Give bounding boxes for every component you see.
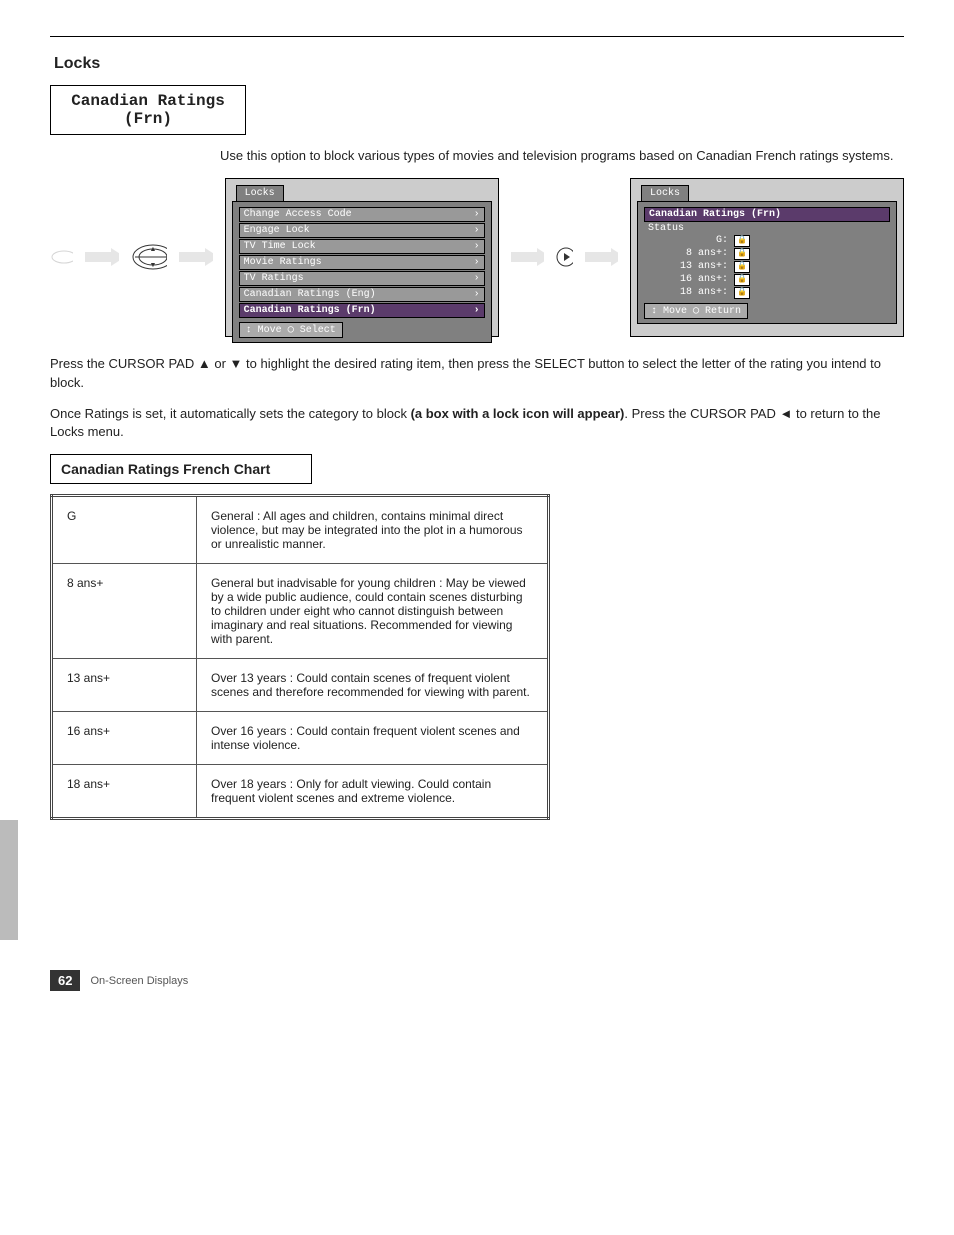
lock-icon: 🔒 (734, 261, 750, 273)
osd-footer-move: ↕ Move ◯ Select (239, 322, 343, 338)
table-cell: General : All ages and children, contain… (197, 496, 549, 564)
svg-text:▼: ▼ (149, 262, 156, 269)
table-cell: Over 13 years : Could contain scenes of … (197, 659, 549, 712)
osd-rating-row: 13 ans+:🔒 (644, 261, 890, 273)
arrow-right-icon (179, 248, 212, 266)
osd-footer: ↕ Move ◯ Select (233, 322, 491, 338)
osd-status-label: Status (644, 223, 890, 234)
footer-text: On-Screen Displays (90, 975, 188, 987)
osd-tab: Locks (641, 185, 689, 201)
osd-rating-row: 18 ans+:🔒 (644, 287, 890, 299)
instruction-2: Once Ratings is set, it automatically se… (50, 405, 904, 443)
intro-text: Use this option to block various types o… (220, 147, 904, 166)
cursor-pad-icon: ▲▼ (131, 242, 168, 272)
lock-icon: 🔒 (734, 287, 750, 299)
page-number: 62 (50, 970, 80, 991)
table-cell: 16 ans+ (52, 712, 197, 765)
osd-item: TV Time Lock› (239, 239, 485, 254)
table-row: 8 ans+General but inadvisable for young … (52, 564, 549, 659)
osd-item: Change Access Code› (239, 207, 485, 222)
page-rule (50, 36, 904, 37)
table-cell: 8 ans+ (52, 564, 197, 659)
ratings-table: GGeneral : All ages and children, contai… (50, 494, 550, 820)
table-cell: Over 18 years : Only for adult viewing. … (197, 765, 549, 819)
lock-icon: 🔒 (734, 274, 750, 286)
osd-rating-row: G:🔒 (644, 235, 890, 247)
remote-icon (50, 248, 73, 266)
table-cell: 18 ans+ (52, 765, 197, 819)
table-row: 18 ans+Over 18 years : Only for adult vi… (52, 765, 549, 819)
flow-row: ▲▼ Locks Change Access Code› Engage Lock… (50, 178, 904, 337)
page: Locks Canadian Ratings (Frn) Use this op… (0, 0, 954, 1041)
table-cell: Over 16 years : Could contain frequent v… (197, 712, 549, 765)
select-button-icon (556, 247, 573, 267)
side-tab (0, 820, 18, 940)
instruction-1: Press the CURSOR PAD ▲ or ▼ to highlight… (50, 355, 904, 393)
osd-rating-row: 8 ans+:🔒 (644, 248, 890, 260)
table-cell: General but inadvisable for young childr… (197, 564, 549, 659)
osd-item: Movie Ratings› (239, 255, 485, 270)
osd-tab: Locks (236, 185, 284, 201)
osd-canadian-ratings-frn: Locks Canadian Ratings (Frn) Status G:🔒 … (630, 178, 904, 337)
osd-panel: Canadian Ratings (Frn) Status G:🔒 8 ans+… (637, 201, 897, 324)
arrow-right-icon (85, 248, 118, 266)
osd-locks-menu: Locks Change Access Code› Engage Lock› T… (225, 178, 499, 337)
osd-item: Canadian Ratings (Eng)› (239, 287, 485, 302)
osd-footer-move: ↕ Move ◯ Return (644, 303, 748, 319)
osd-panel: Change Access Code› Engage Lock› TV Time… (232, 201, 492, 343)
lock-icon: 🔒 (734, 235, 750, 247)
section-title: Locks (54, 55, 904, 73)
osd-item: TV Ratings› (239, 271, 485, 286)
lock-icon: 🔒 (734, 248, 750, 260)
ratings-caption: Canadian Ratings French Chart (50, 454, 312, 484)
table-row: GGeneral : All ages and children, contai… (52, 496, 549, 564)
osd-item-selected: Canadian Ratings (Frn)› (239, 303, 485, 318)
arrow-right-icon (585, 248, 618, 266)
table-cell: 13 ans+ (52, 659, 197, 712)
osd-item-title: Canadian Ratings (Frn) (644, 207, 890, 222)
osd-rating-row: 16 ans+:🔒 (644, 274, 890, 286)
osd-footer: ↕ Move ◯ Return (638, 303, 896, 319)
table-cell: G (52, 496, 197, 564)
table-row: 16 ans+Over 16 years : Could contain fre… (52, 712, 549, 765)
svg-text:▲: ▲ (149, 246, 156, 253)
page-footer: 62 On-Screen Displays (50, 970, 904, 991)
arrow-right-icon (511, 248, 544, 266)
table-row: 13 ans+Over 13 years : Could contain sce… (52, 659, 549, 712)
title-box: Canadian Ratings (Frn) (50, 85, 246, 135)
osd-item: Engage Lock› (239, 223, 485, 238)
